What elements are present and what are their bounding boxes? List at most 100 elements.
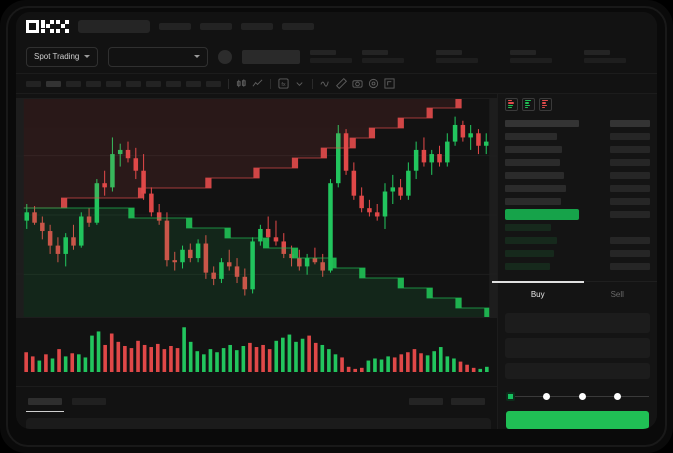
interval-button-8[interactable] (166, 80, 181, 87)
volume-chart[interactable] (16, 314, 497, 386)
nav-item-4[interactable] (282, 22, 314, 30)
ask-amount (505, 146, 562, 153)
book-asks-icon[interactable] (539, 97, 552, 111)
orderbook-bid-row[interactable] (505, 260, 650, 273)
step-dot-active[interactable] (506, 391, 515, 401)
primary-cta-button[interactable] (506, 411, 649, 429)
toolbar-divider (312, 78, 313, 89)
ask-price (610, 133, 650, 140)
bid-price (610, 263, 650, 270)
bid-price (610, 224, 650, 231)
search-input[interactable] (78, 19, 150, 33)
nav-item-3[interactable] (241, 22, 273, 30)
logo-x-glyph (56, 19, 69, 33)
order-amount-field[interactable] (505, 338, 650, 358)
tab-buy[interactable]: Buy (492, 281, 583, 307)
candlestick-canvas[interactable] (16, 94, 497, 314)
step-connector (550, 395, 579, 397)
okx-logo-icon[interactable] (26, 19, 69, 33)
interval-button-9[interactable] (186, 80, 201, 87)
main-body: Buy Sell (16, 94, 657, 429)
chart-region[interactable] (16, 94, 497, 429)
stat-block-3 (436, 50, 479, 63)
chevron-down-icon (84, 55, 91, 58)
logo-o-glyph (26, 19, 39, 33)
orderbook-ask-row[interactable] (505, 130, 650, 143)
action-button-2[interactable] (451, 398, 485, 405)
ask-amount (505, 185, 566, 192)
orderbook-ask-row[interactable] (505, 195, 650, 208)
trading-mode-label: Spot Trading (34, 52, 80, 61)
nav-item-1[interactable] (159, 22, 191, 30)
interval-button-6[interactable] (126, 80, 141, 87)
step-connector (585, 395, 614, 397)
chart-toolbar: fx (16, 74, 657, 94)
step-dot-2[interactable] (543, 392, 551, 400)
wave-icon[interactable] (320, 78, 331, 89)
line-chart-icon[interactable] (252, 78, 263, 89)
candlestick-icon[interactable] (236, 78, 247, 89)
fullscreen-icon[interactable] (384, 78, 395, 89)
orderbook-ask-row[interactable] (505, 169, 650, 182)
interval-button-2[interactable] (46, 80, 61, 87)
orderbook-ask-row[interactable] (505, 182, 650, 195)
stat-block-1 (310, 50, 353, 63)
stat-label (510, 50, 537, 55)
ask-price (610, 172, 650, 179)
step-dot-3[interactable] (578, 392, 586, 400)
bid-amount (505, 250, 554, 257)
nav-item-2[interactable] (200, 22, 232, 30)
pair-selector[interactable] (108, 46, 209, 67)
action-button-1[interactable] (409, 398, 443, 405)
step-connector (515, 395, 544, 397)
buy-sell-tabs: Buy Sell (492, 281, 657, 307)
trading-mode-selector[interactable]: Spot Trading (26, 46, 99, 67)
coin-icon (218, 49, 233, 64)
orderbook-ask-row[interactable] (505, 156, 650, 169)
interval-button-3[interactable] (66, 80, 81, 87)
stat-value (310, 58, 353, 63)
tab-sell[interactable]: Sell (610, 290, 624, 299)
ask-amount (505, 133, 557, 140)
orderbook-rows[interactable] (498, 114, 657, 281)
stat-label (436, 50, 463, 55)
bid-price (610, 237, 650, 244)
orderbook-bid-row[interactable] (505, 221, 650, 234)
stat-value (362, 58, 405, 63)
orderbook-ask-row[interactable] (505, 143, 650, 156)
order-price-field[interactable] (505, 313, 650, 333)
app-screen: Spot Trading (16, 12, 657, 429)
step-connector (620, 395, 649, 397)
orderbook-bid-row[interactable] (505, 247, 650, 260)
settings-icon[interactable] (368, 78, 379, 89)
order-total-field[interactable] (505, 363, 650, 379)
indicator-icon[interactable]: fx (278, 78, 289, 89)
order-form (498, 307, 657, 385)
interval-button-7[interactable] (146, 80, 161, 87)
volume-canvas[interactable] (16, 314, 497, 386)
price-chart[interactable] (16, 94, 497, 318)
orderbook-spread-row[interactable] (505, 208, 650, 221)
interval-button-5[interactable] (106, 80, 121, 87)
orderbook-bid-row[interactable] (505, 234, 650, 247)
bottom-tab-actions (409, 398, 485, 405)
camera-icon[interactable] (352, 78, 363, 89)
ask-amount (505, 159, 560, 166)
ask-price (610, 159, 650, 166)
bid-amount (505, 263, 550, 270)
toolbar-divider (228, 78, 229, 89)
book-both-icon[interactable] (505, 97, 518, 111)
chevron-down-icon[interactable] (294, 78, 305, 89)
step-dot-4[interactable] (613, 392, 621, 400)
ruler-icon[interactable] (336, 78, 347, 89)
interval-button-1[interactable] (26, 80, 41, 87)
book-bids-icon[interactable] (522, 97, 535, 111)
toolbar-divider (270, 78, 271, 89)
tab-positions[interactable] (72, 398, 106, 405)
interval-button-10[interactable] (206, 80, 221, 87)
bid-price (610, 250, 650, 257)
tab-orders[interactable] (26, 398, 64, 412)
stat-block-4 (510, 50, 553, 63)
interval-button-4[interactable] (86, 80, 101, 87)
